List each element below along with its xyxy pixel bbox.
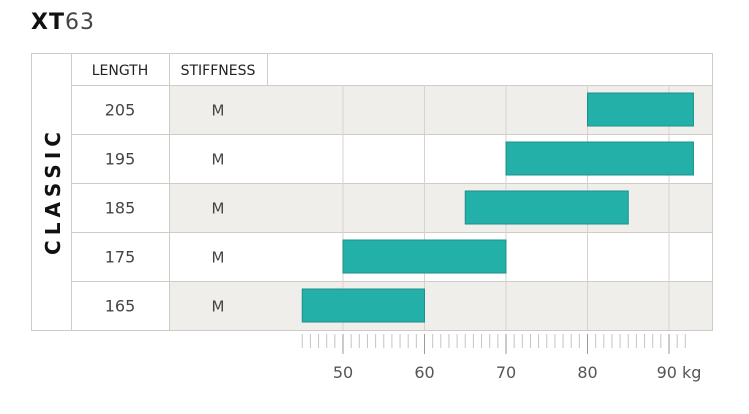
title-number: 63 — [64, 10, 95, 35]
length-value: 205 — [105, 101, 136, 120]
x-tick-label: 80 — [577, 363, 597, 382]
bar-layer — [301, 92, 694, 323]
section-label: CLASSIC — [41, 127, 65, 255]
header-stiffness: STIFFNESS — [181, 63, 256, 79]
weight-range-bar — [342, 239, 507, 274]
table-border — [31, 53, 713, 331]
length-value: 175 — [105, 248, 136, 267]
header-length: LENGTH — [92, 63, 149, 79]
chart-title: XT63 — [31, 10, 95, 35]
row-shade — [169, 281, 712, 330]
weight-range-bar — [587, 92, 694, 127]
weight-range-bar — [464, 190, 629, 225]
x-tick-label: 70 — [496, 363, 516, 382]
x-tick-label: 60 — [414, 363, 434, 382]
length-value: 185 — [105, 199, 136, 218]
weight-range-bar — [301, 288, 425, 323]
title-model: XT — [31, 10, 65, 35]
stiffness-value: M — [212, 151, 225, 169]
stiffness-value: M — [212, 102, 225, 120]
stiffness-value: M — [212, 249, 225, 267]
x-tick-label: 50 — [333, 363, 353, 382]
row-shade — [169, 183, 712, 232]
stiffness-value: M — [212, 200, 225, 218]
weight-range-bar — [505, 141, 694, 176]
length-value: 165 — [105, 297, 136, 316]
stiffness-value: M — [212, 298, 225, 316]
x-tick-label: 90 kg — [657, 363, 702, 382]
x-axis: 50 60 70 80 90 kg — [301, 334, 702, 382]
length-value: 195 — [105, 150, 136, 169]
